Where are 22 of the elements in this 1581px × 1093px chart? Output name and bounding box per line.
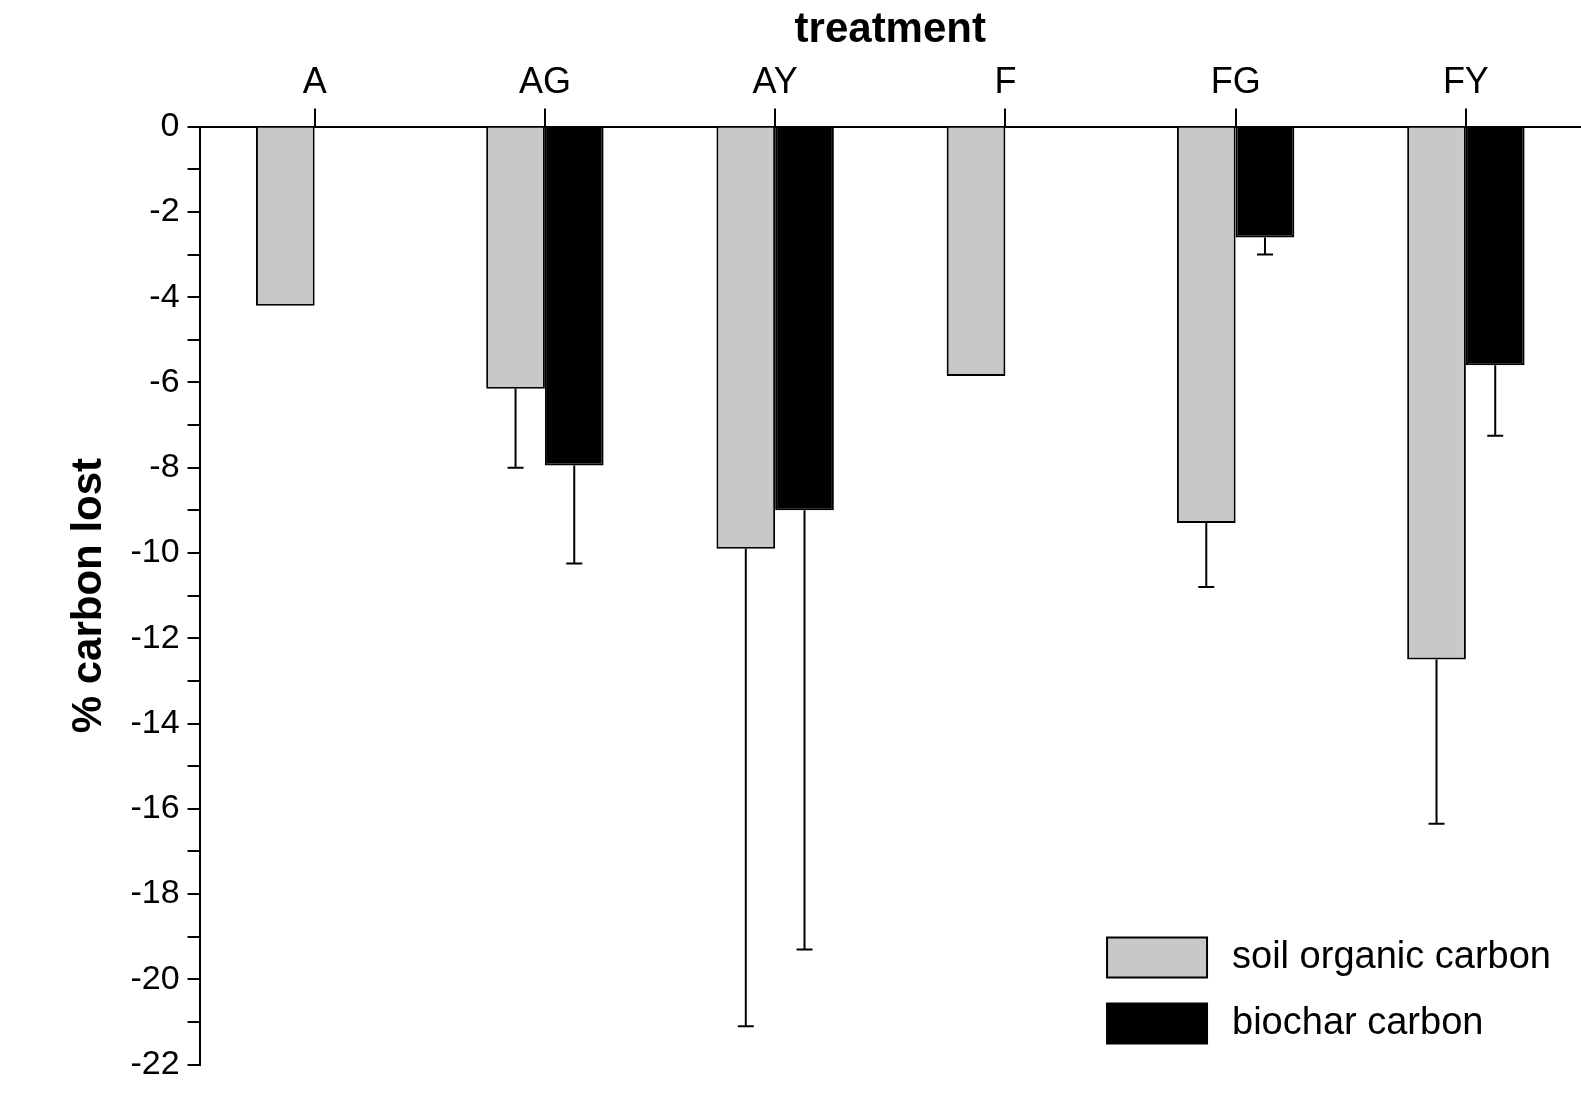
x-tick-label: A — [302, 59, 327, 101]
y-tick-label: -4 — [149, 275, 180, 314]
y-tick-label: -12 — [130, 616, 180, 655]
y-tick-label: -20 — [130, 957, 180, 996]
y-tick-label: -16 — [130, 787, 180, 826]
y-tick-label: 0 — [160, 104, 180, 143]
x-tick-label: AG — [518, 59, 571, 101]
legend-label: biochar carbon — [1232, 1000, 1484, 1043]
x-tick-label: F — [994, 59, 1017, 101]
x-tick-label: FY — [1442, 59, 1489, 101]
y-tick-label: -18 — [130, 872, 180, 911]
legend-label: soil organic carbon — [1232, 934, 1552, 977]
y-tick-label: -6 — [149, 360, 180, 399]
y-tick-label: -8 — [149, 446, 180, 485]
y-axis-title: % carbon lost — [62, 457, 110, 734]
x-axis-title: treatment — [794, 3, 986, 51]
y-tick-label: -2 — [149, 190, 180, 229]
y-tick-label: -14 — [130, 701, 180, 740]
x-tick-label: AY — [752, 59, 798, 101]
y-tick-label: -10 — [130, 531, 180, 570]
x-tick-label: FG — [1210, 59, 1261, 101]
y-tick-label: -22 — [130, 1042, 180, 1081]
